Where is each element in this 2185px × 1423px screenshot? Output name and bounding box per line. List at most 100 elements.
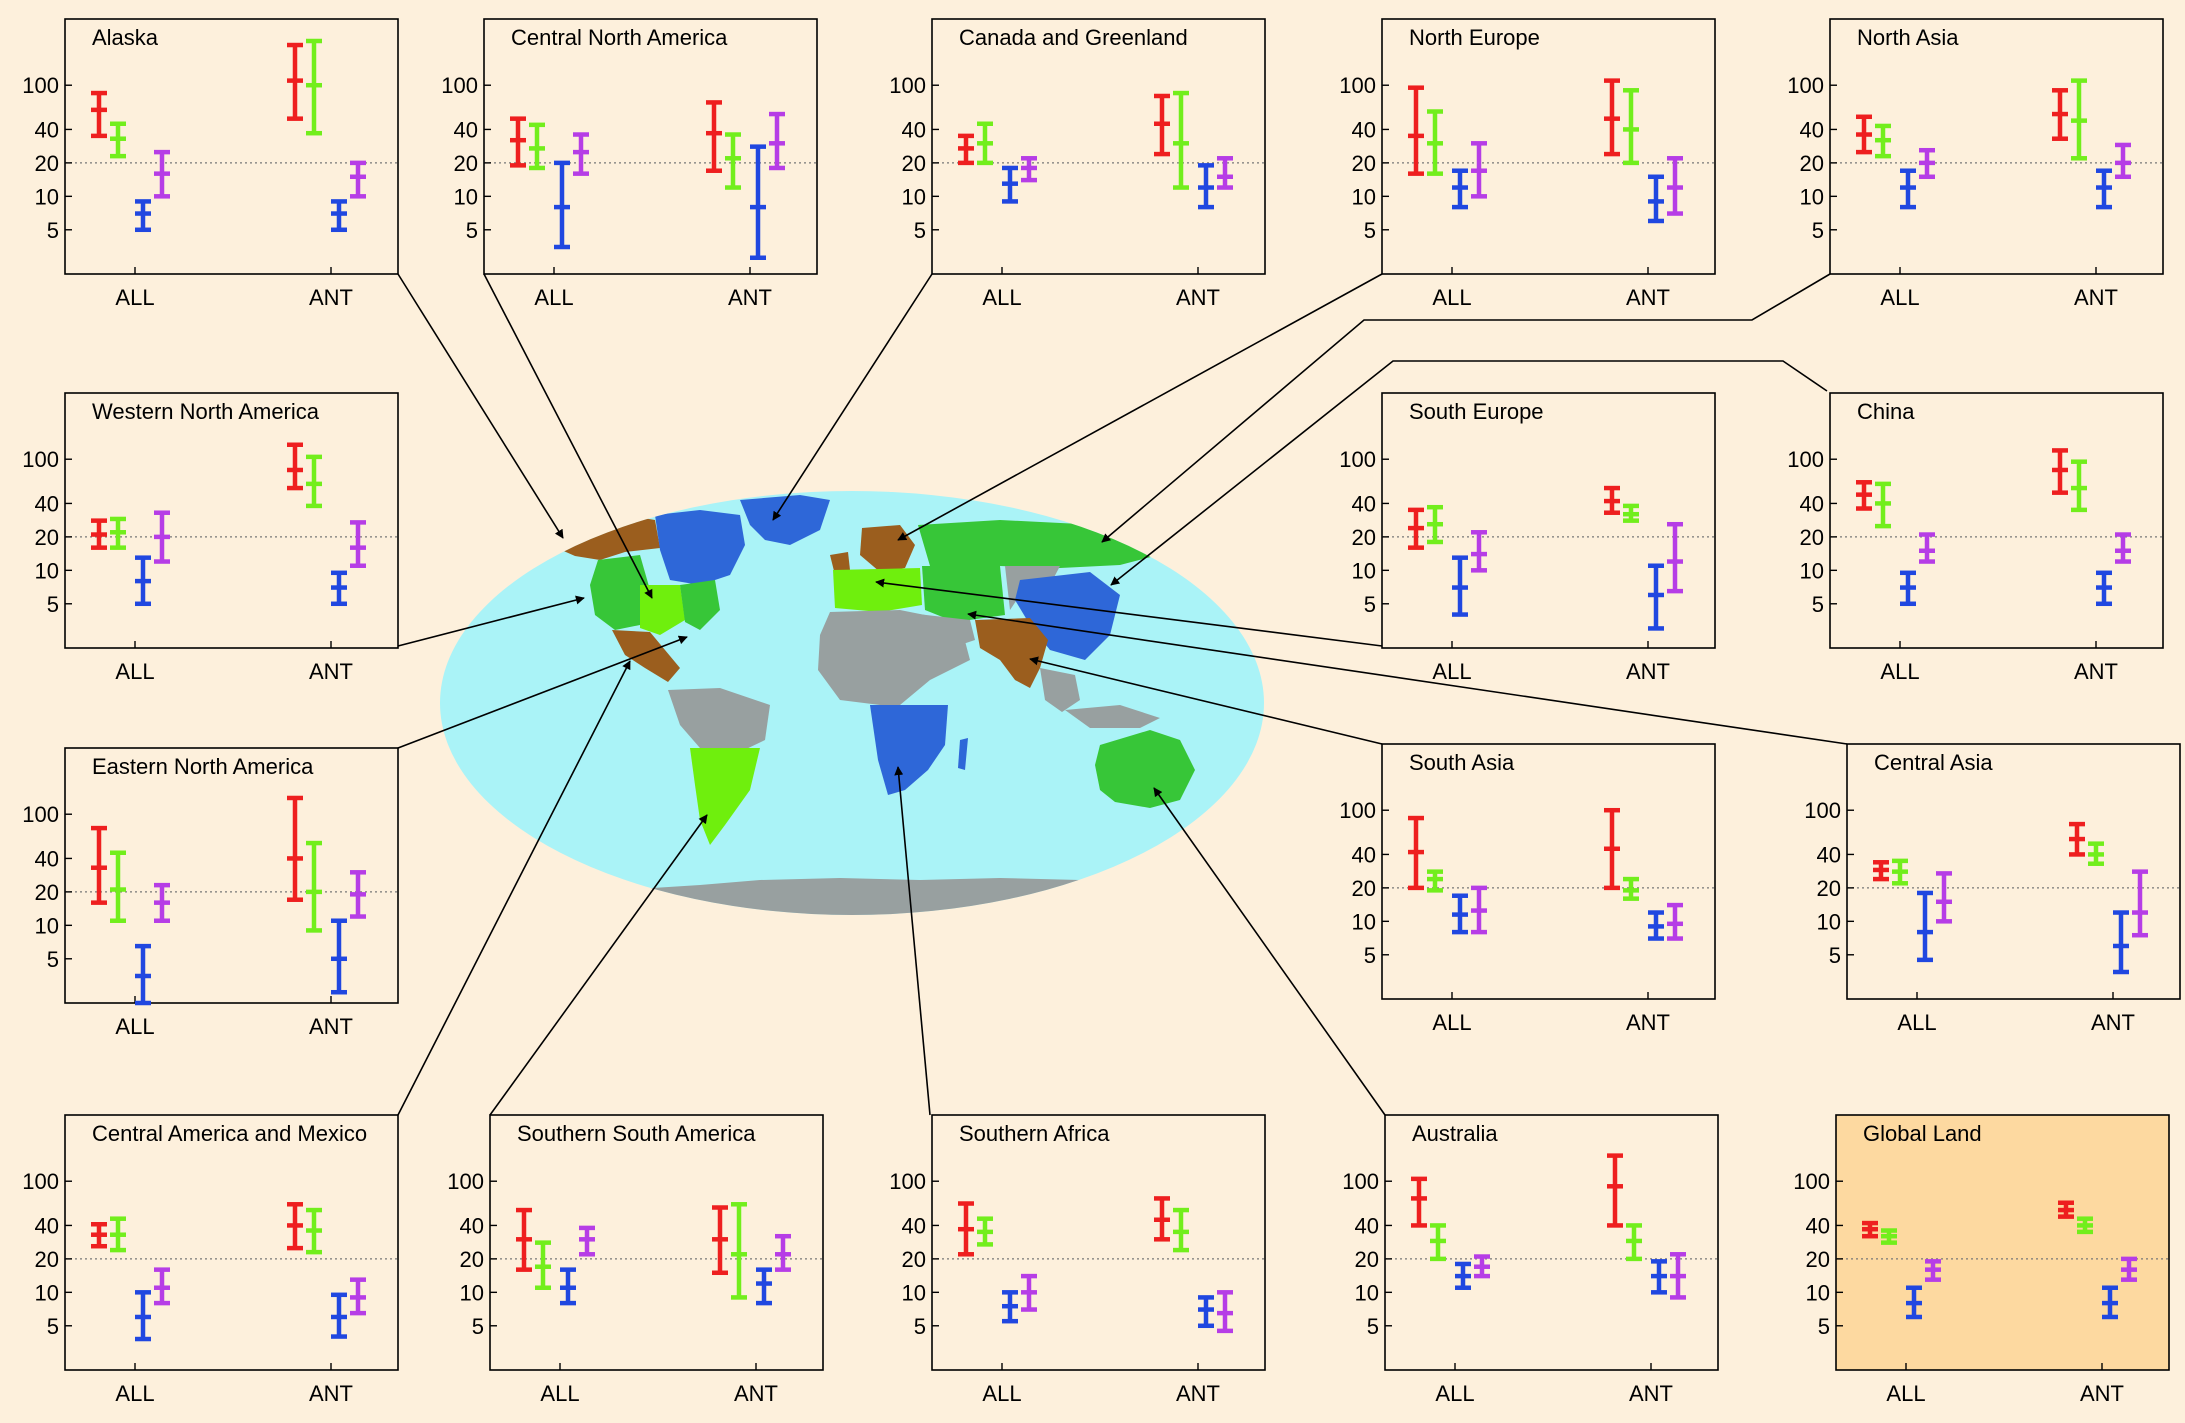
y-tick-label: 20 — [1352, 525, 1376, 550]
y-tick-label: 10 — [1806, 1280, 1830, 1305]
error-bar-red-ant — [706, 100, 722, 173]
error-bar-blue-ant — [750, 144, 766, 261]
panel-southern-south-america: Southern South America 100 40 20 10 5 ALL ANT — [447, 1114, 824, 1406]
panel-global-land: Global Land 100 40 20 10 5 ALL ANT — [1793, 1114, 2170, 1406]
x-tick-label: ALL — [1435, 1381, 1474, 1406]
error-bar-purple-ant — [1217, 156, 1233, 190]
panel-title: Global Land — [1863, 1121, 1982, 1146]
error-bar-red-all — [1856, 480, 1872, 511]
error-bar-blue-ant — [1198, 1295, 1214, 1329]
error-bar-green-all — [110, 516, 126, 550]
x-tick-label: ANT — [2091, 1010, 2135, 1035]
region-australia — [1095, 730, 1195, 808]
error-bar-blue-all — [1900, 168, 1916, 210]
error-bar-purple-all — [1021, 156, 1037, 183]
y-tick-label: 10 — [35, 1280, 59, 1305]
error-bar-green-ant — [2077, 1216, 2093, 1235]
error-bar-red-ant — [1604, 78, 1620, 157]
y-tick-label: 10 — [902, 184, 926, 209]
error-bar-purple-ant — [350, 870, 366, 919]
region-middle-east — [900, 612, 975, 650]
region-indonesia — [1065, 705, 1160, 728]
error-bar-red-ant — [1607, 1153, 1623, 1228]
error-bar-green-ant — [306, 840, 322, 933]
error-bar-red-ant — [1154, 93, 1170, 157]
error-bar-purple-all — [1474, 1254, 1490, 1279]
error-bar-blue-all — [1452, 168, 1468, 210]
x-tick-label: ALL — [540, 1381, 579, 1406]
error-bar-green-ant — [2071, 459, 2087, 513]
panel-title: South Europe — [1409, 399, 1544, 424]
error-bar-green-all — [1875, 481, 1891, 529]
error-bar-green-ant — [306, 454, 322, 509]
y-tick-label: 5 — [1812, 218, 1824, 243]
connector-australia — [1153, 787, 1386, 1116]
x-tick-label: ALL — [1880, 659, 1919, 684]
y-tick-label: 5 — [1367, 1314, 1379, 1339]
error-bar-blue-ant — [331, 918, 347, 995]
error-bar-red-ant — [2069, 821, 2085, 857]
y-tick-label: 10 — [1352, 558, 1376, 583]
x-tick-label: ALL — [1897, 1010, 1936, 1035]
error-bar-green-all — [110, 850, 126, 923]
world-map — [440, 491, 1264, 915]
y-tick-label: 40 — [1352, 842, 1376, 867]
region-eastern-north-america — [680, 580, 720, 630]
panel-australia: Australia 100 40 20 10 5 ALL ANT — [1342, 1114, 1719, 1406]
error-bar-purple-ant — [775, 1233, 791, 1272]
error-bar-blue-ant — [1198, 163, 1214, 210]
connector-southern-africa — [894, 766, 931, 1116]
panel-title: Central America and Mexico — [92, 1121, 367, 1146]
panel-title: South Asia — [1409, 750, 1515, 775]
y-tick-label: 100 — [889, 1169, 926, 1194]
region-madagascar — [958, 738, 968, 770]
x-tick-label: ANT — [1626, 285, 1670, 310]
error-bar-purple-all — [1021, 1273, 1037, 1312]
y-tick-label: 5 — [1364, 943, 1376, 968]
error-bar-purple-ant — [769, 111, 785, 171]
y-tick-label: 40 — [1355, 1213, 1379, 1238]
error-bar-red-all — [958, 1201, 974, 1257]
error-bar-blue-all — [135, 555, 151, 607]
y-tick-label: 100 — [447, 1169, 484, 1194]
error-bar-purple-all — [1919, 532, 1935, 564]
y-tick-label: 20 — [35, 1247, 59, 1272]
error-bar-green-all — [529, 122, 545, 171]
x-tick-label: ANT — [1626, 1010, 1670, 1035]
x-tick-label: ALL — [534, 285, 573, 310]
error-bar-green-ant — [725, 132, 741, 190]
connector-central-north-america — [483, 273, 653, 599]
error-bar-blue-all — [560, 1267, 576, 1306]
y-tick-label: 100 — [441, 73, 478, 98]
y-tick-label: 20 — [460, 1247, 484, 1272]
y-tick-label: 100 — [1787, 73, 1824, 98]
error-bar-blue-ant — [1648, 910, 1664, 941]
error-bar-green-all — [1881, 1228, 1897, 1245]
error-bar-green-ant — [1173, 90, 1189, 190]
error-bar-purple-all — [1919, 147, 1935, 180]
y-tick-label: 40 — [1352, 117, 1376, 142]
error-bar-red-ant — [712, 1205, 728, 1276]
y-tick-label: 20 — [902, 151, 926, 176]
error-bar-blue-ant — [1651, 1259, 1667, 1295]
connector-southern-south-america — [489, 814, 708, 1116]
y-tick-label: 100 — [1339, 73, 1376, 98]
y-tick-label: 5 — [47, 218, 59, 243]
error-bar-red-ant — [287, 42, 303, 121]
y-tick-label: 20 — [1806, 1247, 1830, 1272]
y-tick-label: 40 — [902, 117, 926, 142]
x-tick-label: ANT — [728, 285, 772, 310]
y-tick-label: 5 — [914, 1314, 926, 1339]
panel-title: Alaska — [92, 25, 159, 50]
error-bar-purple-all — [1936, 871, 1952, 924]
y-tick-label: 20 — [1355, 1247, 1379, 1272]
error-bar-red-all — [958, 133, 974, 166]
y-tick-label: 5 — [47, 947, 59, 972]
error-bar-green-ant — [1623, 876, 1639, 901]
y-tick-label: 40 — [1352, 491, 1376, 516]
error-bar-green-ant — [1173, 1207, 1189, 1253]
error-bar-red-all — [1873, 860, 1889, 882]
error-bar-green-all — [977, 121, 993, 166]
x-tick-label: ALL — [1886, 1381, 1925, 1406]
connector-alaska — [397, 273, 564, 539]
